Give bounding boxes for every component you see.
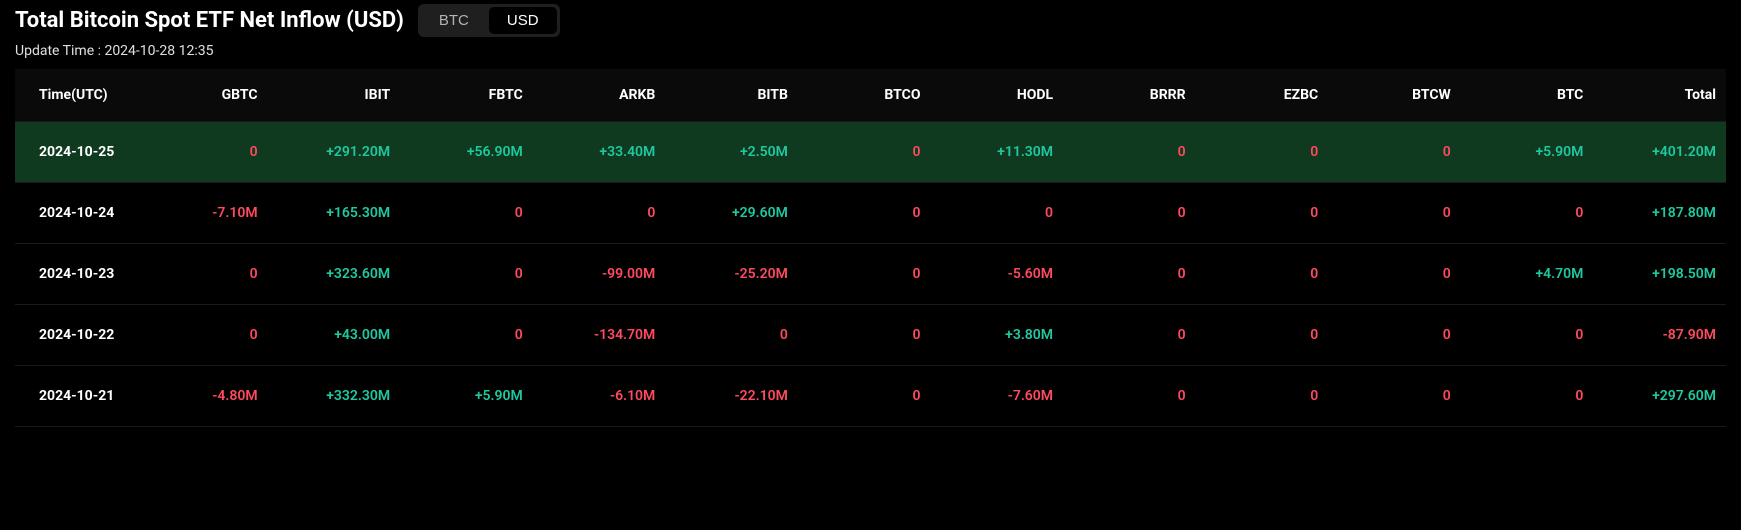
date-cell: 2024-10-23 — [15, 244, 135, 305]
value-cell: 0 — [1196, 366, 1329, 427]
value-cell: +43.00M — [268, 305, 401, 366]
toggle-usd[interactable]: USD — [489, 7, 557, 34]
value-cell: 0 — [798, 366, 931, 427]
value-cell: +401.20M — [1593, 122, 1726, 183]
value-cell: 0 — [798, 244, 931, 305]
value-cell: 0 — [400, 244, 533, 305]
column-header[interactable]: BTCW — [1328, 69, 1461, 122]
value-cell: 0 — [1063, 183, 1196, 244]
value-cell: -7.10M — [135, 183, 268, 244]
value-cell: +332.30M — [268, 366, 401, 427]
header-row: Total Bitcoin Spot ETF Net Inflow (USD) … — [15, 0, 1726, 37]
value-cell: 0 — [135, 305, 268, 366]
value-cell: 0 — [1328, 244, 1461, 305]
value-cell: +198.50M — [1593, 244, 1726, 305]
column-header[interactable]: HODL — [930, 69, 1063, 122]
value-cell: 0 — [1196, 122, 1329, 183]
date-cell: 2024-10-24 — [15, 183, 135, 244]
value-cell: +11.30M — [930, 122, 1063, 183]
value-cell: -6.10M — [533, 366, 666, 427]
value-cell: 0 — [1196, 305, 1329, 366]
value-cell: -7.60M — [930, 366, 1063, 427]
column-header[interactable]: BTC — [1461, 69, 1594, 122]
value-cell: 0 — [1063, 305, 1196, 366]
value-cell: +33.40M — [533, 122, 666, 183]
table-row: 2024-10-250+291.20M+56.90M+33.40M+2.50M0… — [15, 122, 1726, 183]
column-header[interactable]: Time(UTC) — [15, 69, 135, 122]
value-cell: 0 — [1328, 122, 1461, 183]
value-cell: 0 — [798, 122, 931, 183]
value-cell: 0 — [135, 244, 268, 305]
value-cell: +297.60M — [1593, 366, 1726, 427]
value-cell: 0 — [1461, 183, 1594, 244]
date-cell: 2024-10-25 — [15, 122, 135, 183]
value-cell: 0 — [1328, 183, 1461, 244]
value-cell: -5.60M — [930, 244, 1063, 305]
value-cell: 0 — [135, 122, 268, 183]
currency-toggle: BTC USD — [418, 4, 560, 37]
value-cell: +323.60M — [268, 244, 401, 305]
table-header-row: Time(UTC)GBTCIBITFBTCARKBBITBBTCOHODLBRR… — [15, 69, 1726, 122]
value-cell: -22.10M — [665, 366, 798, 427]
value-cell: +291.20M — [268, 122, 401, 183]
value-cell: -25.20M — [665, 244, 798, 305]
value-cell: -99.00M — [533, 244, 666, 305]
value-cell: 0 — [1328, 366, 1461, 427]
value-cell: 0 — [400, 183, 533, 244]
value-cell: 0 — [533, 183, 666, 244]
table-body: 2024-10-250+291.20M+56.90M+33.40M+2.50M0… — [15, 122, 1726, 427]
date-cell: 2024-10-22 — [15, 305, 135, 366]
value-cell: 0 — [1196, 183, 1329, 244]
column-header[interactable]: Total — [1593, 69, 1726, 122]
value-cell: 0 — [1196, 244, 1329, 305]
value-cell: +4.70M — [1461, 244, 1594, 305]
value-cell: +29.60M — [665, 183, 798, 244]
column-header[interactable]: FBTC — [400, 69, 533, 122]
toggle-btc[interactable]: BTC — [421, 7, 487, 34]
value-cell: +5.90M — [1461, 122, 1594, 183]
value-cell: +2.50M — [665, 122, 798, 183]
column-header[interactable]: EZBC — [1196, 69, 1329, 122]
value-cell: 0 — [1063, 244, 1196, 305]
page-title: Total Bitcoin Spot ETF Net Inflow (USD) — [15, 8, 404, 33]
value-cell: 0 — [400, 305, 533, 366]
update-time: Update Time : 2024-10-28 12:35 — [15, 43, 1726, 59]
value-cell: +3.80M — [930, 305, 1063, 366]
value-cell: 0 — [1063, 122, 1196, 183]
column-header[interactable]: GBTC — [135, 69, 268, 122]
value-cell: 0 — [1461, 305, 1594, 366]
column-header[interactable]: IBIT — [268, 69, 401, 122]
date-cell: 2024-10-21 — [15, 366, 135, 427]
column-header[interactable]: BITB — [665, 69, 798, 122]
value-cell: +187.80M — [1593, 183, 1726, 244]
value-cell: +5.90M — [400, 366, 533, 427]
value-cell: -87.90M — [1593, 305, 1726, 366]
inflow-table-wrap: Time(UTC)GBTCIBITFBTCARKBBITBBTCOHODLBRR… — [15, 69, 1726, 427]
value-cell: +56.90M — [400, 122, 533, 183]
value-cell: 0 — [1063, 366, 1196, 427]
table-row: 2024-10-24-7.10M+165.30M00+29.60M000000+… — [15, 183, 1726, 244]
table-row: 2024-10-21-4.80M+332.30M+5.90M-6.10M-22.… — [15, 366, 1726, 427]
table-row: 2024-10-230+323.60M0-99.00M-25.20M0-5.60… — [15, 244, 1726, 305]
column-header[interactable]: ARKB — [533, 69, 666, 122]
value-cell: 0 — [1328, 305, 1461, 366]
value-cell: 0 — [798, 183, 931, 244]
value-cell: -134.70M — [533, 305, 666, 366]
value-cell: +165.30M — [268, 183, 401, 244]
value-cell: 0 — [930, 183, 1063, 244]
inflow-table: Time(UTC)GBTCIBITFBTCARKBBITBBTCOHODLBRR… — [15, 69, 1726, 427]
column-header[interactable]: BTCO — [798, 69, 931, 122]
column-header[interactable]: BRRR — [1063, 69, 1196, 122]
value-cell: -4.80M — [135, 366, 268, 427]
value-cell: 0 — [1461, 366, 1594, 427]
table-row: 2024-10-220+43.00M0-134.70M00+3.80M0000-… — [15, 305, 1726, 366]
value-cell: 0 — [798, 305, 931, 366]
value-cell: 0 — [665, 305, 798, 366]
